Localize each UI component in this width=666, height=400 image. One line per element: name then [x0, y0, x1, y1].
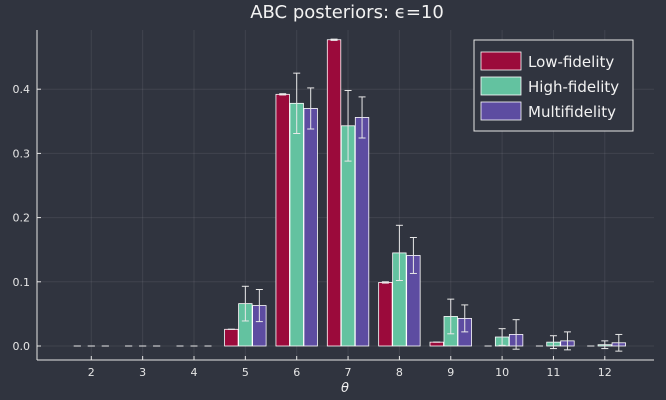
error-bar-high-fidelity-6 — [293, 72, 301, 134]
y-tick-label: 0.3 — [13, 147, 31, 160]
error-bar-multifidelity-5 — [255, 289, 263, 323]
x-tick-labels: 2 3 4 5 6 7 8 9 10 11 12 — [88, 366, 612, 379]
error-bar-low-fidelity-6 — [279, 93, 287, 96]
error-bar-multifidelity-11 — [563, 331, 571, 351]
chart-title: ABC posteriors: ϵ=10 — [250, 2, 444, 23]
legend-swatch-high-fidelity — [480, 76, 522, 96]
error-bar-multifidelity-9 — [461, 304, 469, 333]
error-bar-multifidelity-7 — [358, 96, 366, 139]
error-bar-low-fidelity-8 — [381, 281, 389, 284]
x-tick-label: 9 — [447, 366, 454, 379]
error-bar-high-fidelity-8 — [395, 224, 403, 282]
error-bar-multifidelity-12 — [615, 333, 623, 352]
x-tick-label: 8 — [396, 366, 403, 379]
x-axis-label: θ — [341, 381, 349, 396]
error-bar-high-fidelity-11 — [549, 335, 557, 350]
axes — [36, 30, 654, 361]
x-tick-label: 3 — [139, 366, 146, 379]
bar-multifidelity-7 — [354, 117, 370, 347]
y-tick-label: 0.1 — [13, 276, 31, 289]
error-bar-high-fidelity-10 — [498, 328, 506, 346]
error-bar-multifidelity-6 — [307, 87, 315, 130]
legend-label-high-fidelity: High-fidelity — [528, 78, 619, 96]
legend: Low-fidelity High-fidelity Multifidelity — [473, 39, 634, 132]
bars-group — [224, 39, 626, 347]
error-bar-low-fidelity-7 — [330, 38, 338, 41]
bar-low-fidelity-5 — [224, 328, 239, 347]
error-bar-high-fidelity-7 — [344, 89, 352, 162]
x-tick-label: 11 — [546, 366, 560, 379]
y-tick-labels: 0.0 0.1 0.2 0.3 0.4 — [13, 83, 31, 353]
legend-label-low-fidelity: Low-fidelity — [528, 53, 614, 71]
error-bar-multifidelity-8 — [409, 237, 417, 274]
x-tick-label: 2 — [88, 366, 95, 379]
bar-multifidelity-6 — [303, 108, 318, 347]
error-bar-multifidelity-10 — [512, 319, 520, 350]
bar-low-fidelity-6 — [275, 93, 290, 347]
bar-low-fidelity-9 — [429, 341, 444, 347]
x-tick-label: 12 — [598, 366, 612, 379]
error-bar-high-fidelity-12 — [601, 340, 609, 350]
y-tick-label: 0.2 — [13, 212, 31, 225]
bar-high-fidelity-6 — [289, 102, 304, 347]
x-tick-label: 7 — [345, 366, 352, 379]
y-tick-label: 0.4 — [13, 83, 31, 96]
bar-low-fidelity-7 — [326, 39, 342, 347]
x-tick-label: 6 — [293, 366, 300, 379]
error-bar-high-fidelity-5 — [241, 285, 249, 322]
y-tick-label: 0.0 — [13, 340, 31, 353]
legend-swatch-multifidelity — [480, 101, 522, 121]
legend-swatch-low-fidelity — [480, 51, 522, 71]
legend-label-multifidelity: Multifidelity — [528, 103, 616, 121]
x-tick-label: 10 — [495, 366, 509, 379]
error-bar-high-fidelity-9 — [447, 298, 455, 335]
x-tick-label: 4 — [191, 366, 198, 379]
bar-low-fidelity-8 — [378, 282, 393, 347]
x-tick-label: 5 — [242, 366, 249, 379]
error-bars-group — [73, 38, 623, 352]
